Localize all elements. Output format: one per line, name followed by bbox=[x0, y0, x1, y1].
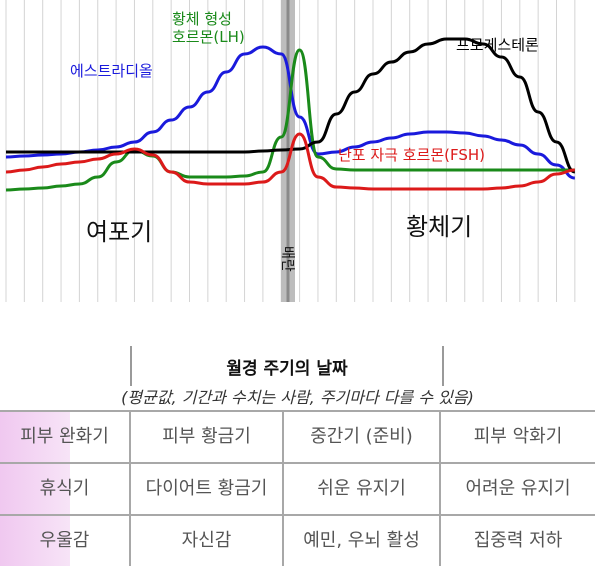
lh-label-part1: 황체 형성 bbox=[172, 10, 232, 28]
phase-label-ovulation: 배란 bbox=[279, 246, 295, 272]
table-cell: 어려운 유지기 bbox=[465, 478, 571, 499]
table-note: (평균값, 기간과 수치는 사람, 주기마다 다를 수 있음) bbox=[121, 388, 474, 407]
table-cell: 중간기 (준비) bbox=[284, 412, 441, 462]
table-cell: 쉬운 유지기 bbox=[284, 464, 441, 514]
hormone-cycle-chart: 에스트라디올 황체 형성 호르몬(LH) 프로게스테론 난포 자극 호르몬(FS… bbox=[5, 0, 576, 302]
phase-label-luteal: 황체기 bbox=[406, 213, 472, 241]
series-label-fsh: 난포 자극 호르몬(FSH) bbox=[338, 146, 485, 164]
table-cell: 피부 악화기 bbox=[473, 426, 563, 447]
table-cell: 우울감 bbox=[0, 516, 131, 566]
table-cell: 다이어트 황금기 bbox=[131, 464, 284, 514]
table-header: 월경 주기의 날짜 bbox=[130, 346, 444, 386]
table-row: 휴식기 다이어트 황금기 쉬운 유지기 어려운 유지기 bbox=[0, 464, 595, 516]
lh-label-part2: 호르몬(LH) bbox=[172, 28, 245, 46]
table-row: 피부 완화기 피부 황금기 중간기 (준비) 피부 악화기 bbox=[0, 412, 595, 464]
table-title: 월경 주기의 날짜 bbox=[226, 359, 348, 379]
table-cell: 자신감 bbox=[131, 516, 284, 566]
series-label-lh-line1: 황체 형성 bbox=[172, 10, 232, 28]
phase-table: 피부 완화기 피부 황금기 중간기 (준비) 피부 악화기 휴식기 다이어트 황… bbox=[0, 410, 595, 569]
table-cell: 집중력 저하 bbox=[473, 530, 563, 551]
table-cell: 피부 황금기 bbox=[131, 412, 284, 462]
series-line-3 bbox=[5, 132, 575, 191]
series-line-1 bbox=[5, 48, 575, 192]
phase-label-follicular: 여포기 bbox=[86, 218, 152, 246]
series-label-lh-line2: 호르몬(LH) bbox=[172, 28, 245, 46]
table-cell: 피부 완화기 bbox=[0, 412, 131, 462]
series-label-estradiol: 에스트라디올 bbox=[70, 62, 153, 80]
table-cell: 예민, 우뇌 활성 bbox=[284, 516, 441, 566]
table-row: 우울감 자신감 예민, 우뇌 활성 집중력 저하 bbox=[0, 516, 595, 566]
table-cell: 휴식기 bbox=[0, 464, 131, 514]
series-label-progesterone: 프로게스테론 bbox=[456, 36, 539, 54]
